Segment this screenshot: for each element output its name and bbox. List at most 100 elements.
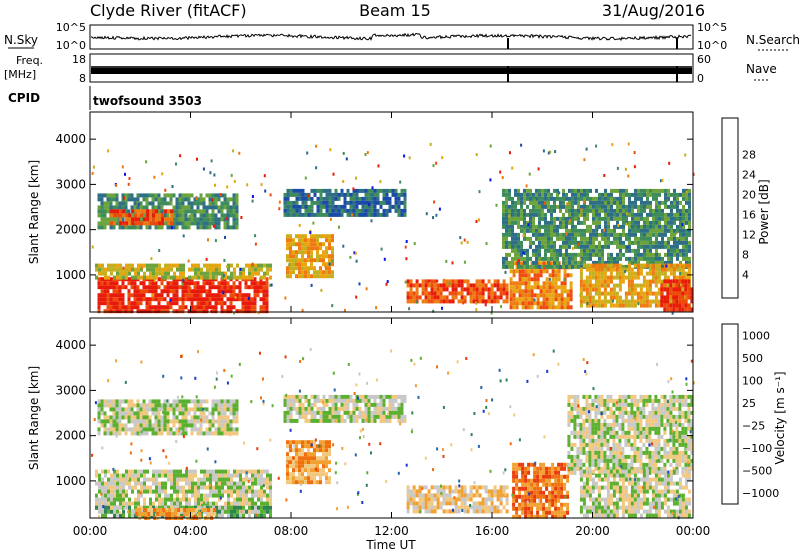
heatmap-cell — [218, 505, 221, 510]
heatmap-cell — [511, 232, 514, 237]
heatmap-cell — [147, 512, 151, 516]
heatmap-cell — [615, 267, 619, 272]
heatmap-cell — [532, 228, 535, 233]
heatmap-cell — [406, 279, 410, 284]
heatmap-cell — [115, 399, 119, 404]
heatmap-cell — [621, 267, 625, 272]
heatmap-cell — [556, 228, 559, 233]
heatmap-cell — [319, 266, 322, 271]
heatmap-cell — [370, 204, 374, 209]
heatmap-cell — [131, 489, 134, 494]
heatmap-cell — [125, 263, 128, 268]
heatmap-cell — [331, 270, 334, 275]
heatmap-cell — [433, 299, 437, 304]
heatmap-cell — [612, 287, 616, 292]
heatmap-cell — [236, 497, 239, 502]
heatmap-cell — [532, 260, 535, 265]
heatmap-cell — [154, 309, 158, 314]
heatmap-cell — [203, 497, 206, 502]
heatmap-cell — [141, 266, 144, 270]
heatmap-cell — [478, 295, 482, 300]
heatmap-cell — [586, 236, 589, 241]
heatmap-cell — [116, 489, 119, 494]
heatmap-cell — [195, 508, 199, 512]
heatmap-cell — [532, 240, 535, 245]
heatmap-cell — [251, 481, 254, 486]
heatmap-cell — [157, 297, 161, 302]
heatmap-cell — [630, 279, 634, 284]
heatmap-cell — [215, 481, 218, 486]
heatmap-cell — [394, 188, 398, 193]
heatmap-cell — [328, 238, 331, 243]
heatmap-cell — [594, 283, 598, 288]
heatmap-cell — [289, 448, 292, 453]
heatmap-cell — [223, 193, 227, 198]
heatmap-cell — [670, 192, 673, 197]
heatmap-cell — [529, 212, 532, 217]
heatmap-cell — [337, 410, 341, 415]
heatmap-cell — [634, 220, 637, 225]
heatmap-cell — [586, 228, 589, 233]
heatmap-cell — [128, 469, 131, 474]
heatmap-cell — [292, 204, 296, 209]
heatmap-cell — [289, 418, 293, 423]
heatmap-cell — [676, 248, 679, 253]
heatmap-cell — [244, 297, 248, 302]
heatmap-cell — [559, 248, 562, 253]
heatmap-cell — [292, 440, 295, 445]
heatmap-cell — [322, 452, 325, 457]
heatmap-cell — [660, 287, 664, 292]
heatmap-cell — [190, 201, 194, 206]
heatmap-cell — [235, 415, 239, 420]
heatmap-cell — [646, 192, 649, 197]
heatmap-cell — [583, 212, 586, 217]
heatmap-cell — [592, 212, 595, 217]
heatmap-cell — [673, 192, 676, 197]
heatmap-cell — [475, 283, 479, 288]
heatmap-cell — [203, 505, 206, 510]
heatmap-cell — [195, 196, 198, 200]
heatmap-cell — [116, 505, 119, 510]
heatmap-cell — [577, 188, 580, 193]
heatmap-cell — [607, 232, 610, 237]
heatmap-cell — [235, 225, 239, 230]
heatmap-cell — [289, 266, 292, 271]
heatmap-cell — [286, 274, 289, 279]
heatmap-cell — [630, 275, 634, 280]
nsky-trace — [90, 32, 692, 42]
heatmap-cell — [579, 279, 583, 284]
heatmap-cell — [633, 287, 637, 292]
heatmap-cell — [221, 469, 224, 474]
heatmap-cell — [236, 275, 239, 280]
heatmap-cell — [134, 501, 137, 506]
heatmap-cell — [525, 184, 528, 188]
heatmap-cell — [580, 240, 583, 245]
heatmap-cell — [517, 248, 520, 253]
heatmap-cell — [592, 220, 595, 225]
heatmap-cell — [221, 493, 224, 498]
heatmap-cell — [652, 260, 655, 265]
heatmap-cell — [241, 309, 245, 314]
heatmap-cell — [541, 204, 544, 209]
heatmap-cell — [666, 279, 670, 284]
heatmap-cell — [565, 236, 568, 241]
heatmap-cell — [97, 193, 101, 198]
heatmap-cell — [639, 295, 643, 300]
heatmap-cell — [634, 232, 637, 237]
heatmap-cell — [520, 200, 523, 205]
heatmap-cell — [202, 399, 206, 404]
heatmap-cell — [613, 208, 616, 213]
heatmap-cell — [316, 254, 319, 259]
heatmap-cell — [203, 263, 206, 268]
heatmap-cell — [161, 489, 164, 494]
heatmap-cell — [619, 196, 622, 201]
heatmap-cell — [310, 394, 314, 399]
heatmap-cell — [580, 204, 583, 209]
heatmap-cell — [685, 220, 688, 225]
heatmap-cell — [100, 301, 104, 306]
heatmap-cell — [403, 204, 407, 209]
heatmap-cell — [98, 485, 101, 490]
heatmap-cell — [660, 295, 664, 300]
heatmap-cell — [307, 452, 310, 457]
heatmap-cell — [232, 431, 236, 436]
